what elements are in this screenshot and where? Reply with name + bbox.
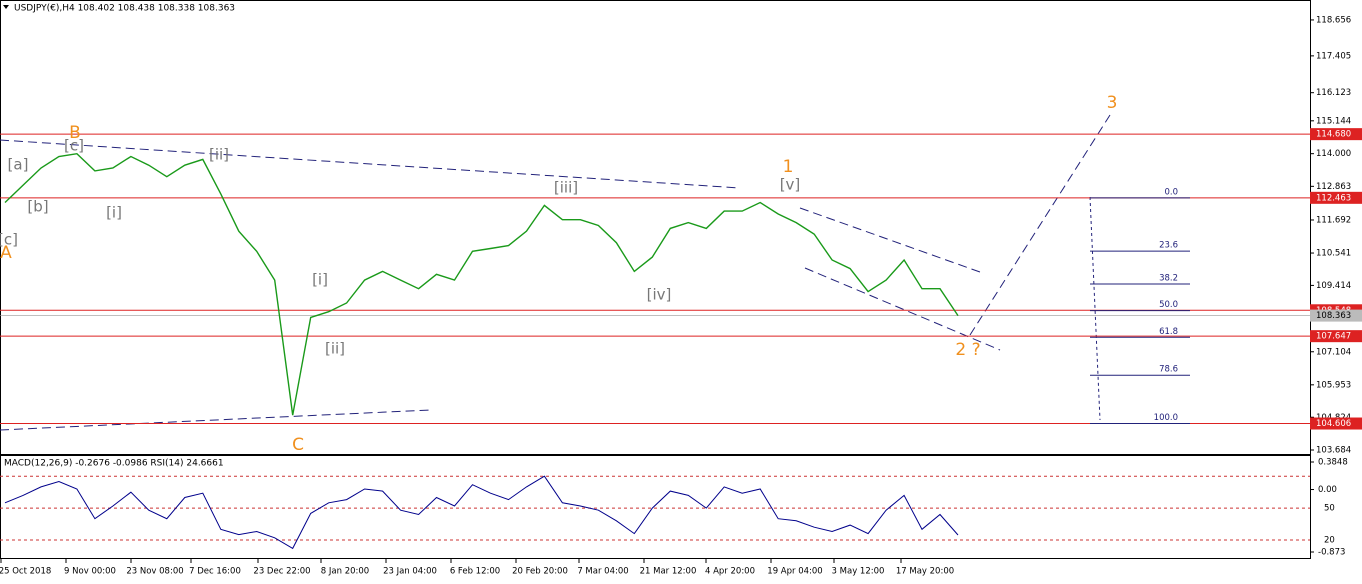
y-tick-label: 114.000 <box>1316 149 1351 159</box>
symbol-header: USDJPY(€),H4 108.402 108.438 108.338 108… <box>14 4 235 14</box>
x-tick-label: 25 Oct 2018 <box>0 567 51 577</box>
fib-label: 38.2 <box>1159 274 1178 284</box>
rsi-tick-label: 50 <box>1324 504 1335 514</box>
fib-label: 78.6 <box>1159 365 1178 375</box>
x-tick-label: 6 Feb 12:00 <box>450 567 500 577</box>
wave-label: [ii] <box>209 146 229 164</box>
y-tick-label: 118.656 <box>1316 15 1351 25</box>
x-tick-label: 8 Jan 20:00 <box>321 567 369 577</box>
wave-label: A <box>0 243 12 263</box>
x-tick-label: 20 Feb 20:00 <box>512 567 568 577</box>
y-tick-label: 115.144 <box>1316 116 1351 126</box>
y-tick-label: 105.953 <box>1316 380 1351 390</box>
wave-label: [a] <box>8 156 29 174</box>
fib-label: 100.0 <box>1154 413 1178 423</box>
y-tick-label: 111.692 <box>1316 215 1351 225</box>
level-label: 114.680 <box>1316 130 1351 140</box>
header-icon <box>3 5 9 9</box>
wave-label: [c] <box>0 231 18 249</box>
level-tag <box>1310 417 1362 430</box>
macd-tick-label: -0.873 <box>1318 547 1345 557</box>
x-tick-label: 9 Nov 00:00 <box>64 567 116 577</box>
wave-label: [b] <box>27 198 48 216</box>
wave-label: [ii] <box>325 340 345 358</box>
wave-label: [v] <box>780 176 801 194</box>
fib-label: 23.6 <box>1159 241 1178 251</box>
macd-tick-label: 0.3848 <box>1318 457 1348 467</box>
indicator-header: MACD(12,26,9) -0.2676 -0.0986 RSI(14) 24… <box>4 459 224 469</box>
wave-label: 3 <box>1107 93 1118 113</box>
wave-label: 2 ? <box>955 340 980 360</box>
y-tick-label: 117.405 <box>1316 51 1351 61</box>
level-tag <box>1310 330 1362 343</box>
x-tick-label: 4 Apr 20:00 <box>705 567 755 577</box>
macd-tick-label: 0.00 <box>1318 485 1337 495</box>
x-tick-label: 21 Mar 12:00 <box>640 567 697 577</box>
rsi-line <box>4 475 959 550</box>
level-label: 107.647 <box>1316 332 1351 342</box>
wave-label: [iv] <box>647 286 672 304</box>
fib-vertical <box>1089 196 1101 421</box>
y-tick-label: 112.863 <box>1316 182 1351 192</box>
x-tick-label: 23 Dec 22:00 <box>253 567 310 577</box>
y-tick-label: 110.541 <box>1316 249 1351 259</box>
x-tick-label: 17 May 20:00 <box>896 567 954 577</box>
y-tick-label: 109.414 <box>1316 281 1351 291</box>
x-tick-label: 3 May 12:00 <box>832 567 885 577</box>
wave-label: [i] <box>106 204 122 222</box>
wave-label: 1 <box>783 157 794 177</box>
indicator-frame <box>0 455 1311 559</box>
channel-line <box>799 207 981 273</box>
y-tick-label: 103.684 <box>1316 446 1351 456</box>
wave-label: C <box>292 435 304 455</box>
fib-label: 50.0 <box>1159 300 1178 310</box>
fib-label: 61.8 <box>1159 327 1178 337</box>
projection-line <box>969 114 1111 336</box>
wave-label: [iii] <box>554 179 578 197</box>
x-tick-label: 23 Nov 08:00 <box>126 567 183 577</box>
wave-label: [i] <box>312 271 328 289</box>
level-tag <box>1310 191 1362 204</box>
rsi-tick-label: 20 <box>1324 535 1335 545</box>
x-tick-label: 23 Jan 04:00 <box>383 567 437 577</box>
level-label: 112.463 <box>1316 193 1351 203</box>
trend-line <box>0 409 431 431</box>
y-tick-label: 107.104 <box>1316 347 1351 357</box>
current-label: 108.363 <box>1316 311 1351 321</box>
level-tag <box>1310 128 1362 141</box>
wave-label: B <box>69 123 81 143</box>
x-tick-label: 7 Mar 04:00 <box>577 567 628 577</box>
main-frame <box>0 0 1311 455</box>
x-tick-label: 7 Dec 16:00 <box>189 567 241 577</box>
level-label: 104.606 <box>1316 419 1351 429</box>
wave-label: [c] <box>64 137 84 155</box>
fib-label: 0.0 <box>1164 187 1178 197</box>
trend-line <box>0 139 741 189</box>
y-tick-label: 116.123 <box>1316 88 1351 98</box>
current-tag <box>1310 309 1362 322</box>
x-tick-label: 19 Apr 04:00 <box>767 567 822 577</box>
price-line <box>4 152 959 416</box>
